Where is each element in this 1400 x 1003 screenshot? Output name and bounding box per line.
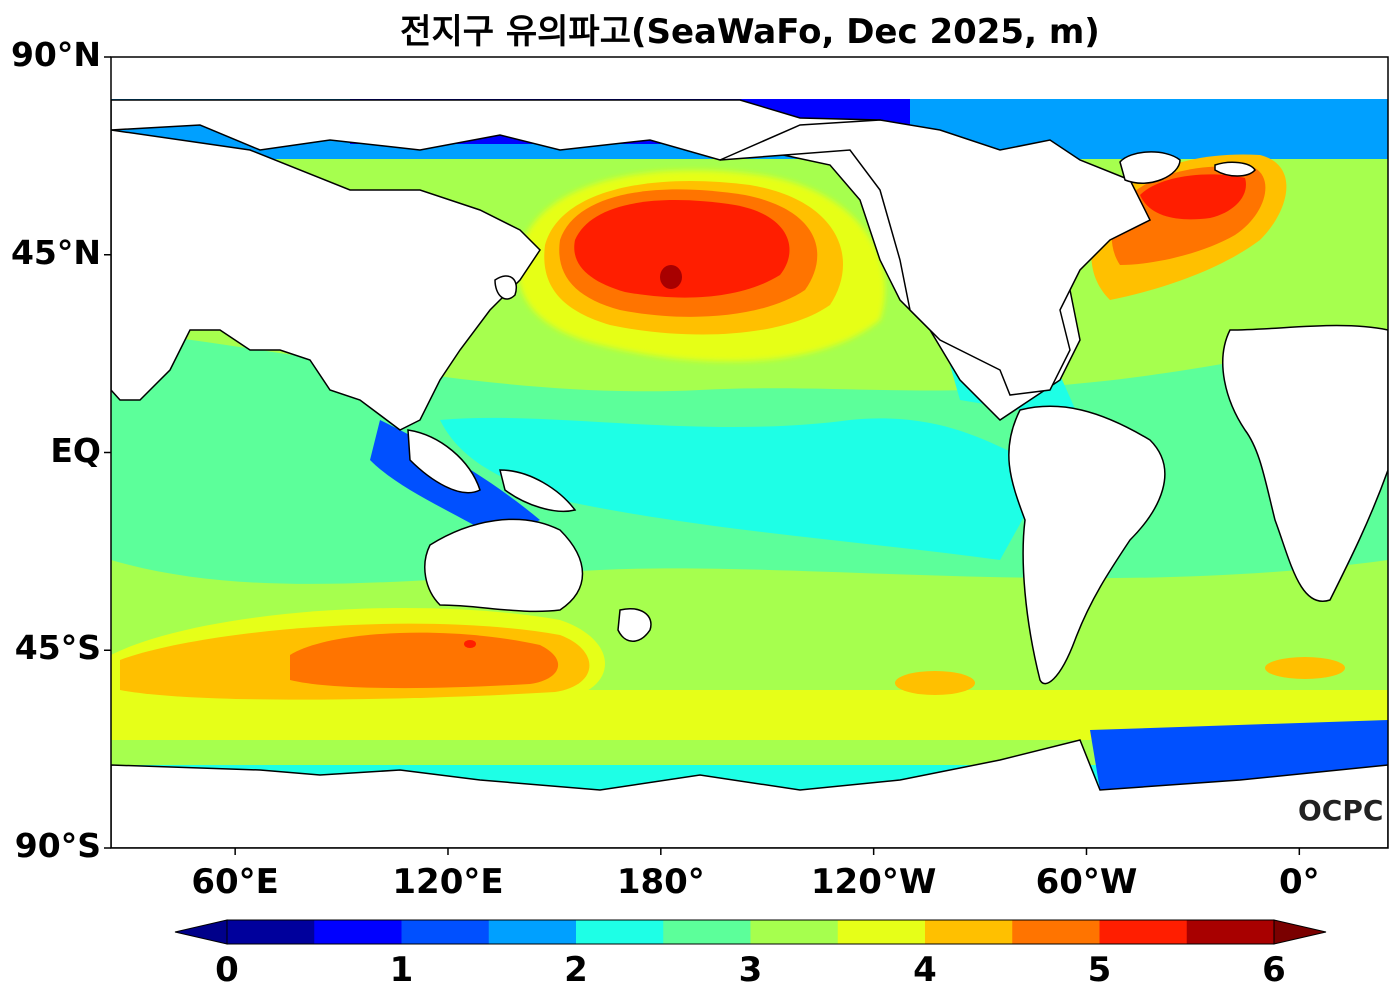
equatorial-pacific <box>440 417 1050 560</box>
npac-contour-5-5 <box>574 200 790 298</box>
colorbar-frame <box>226 919 1275 945</box>
colorbar-under-arrow <box>174 919 228 945</box>
lon-label: 180° <box>616 862 705 902</box>
north-america <box>719 119 1152 396</box>
colorbar-bin <box>837 920 926 944</box>
colorbar-tick-label: 6 <box>1262 950 1286 990</box>
lon-label: 120°W <box>810 862 937 902</box>
colorbar <box>174 919 1327 945</box>
map-title: 전지구 유의파고(SeaWaFo, Dec 2025, m) <box>400 12 1100 52</box>
new-guinea <box>499 469 577 512</box>
colorbar-tick-label: 0 <box>215 950 239 990</box>
continents <box>111 99 1388 848</box>
map-body <box>111 57 1388 848</box>
colorbar-bin <box>488 920 577 944</box>
japan <box>494 275 517 300</box>
colorbar-bin <box>314 920 402 944</box>
lat-label: 45°N <box>10 232 101 272</box>
colorbar-bin <box>750 920 839 944</box>
lon-label: 60°E <box>191 862 279 902</box>
lon-label: 120°E <box>392 862 504 902</box>
npac-max <box>660 265 682 289</box>
colorbar-over-arrow <box>1273 919 1327 945</box>
colorbar-tick-label: 3 <box>738 950 763 990</box>
natl-contour-5-5 <box>1140 174 1246 220</box>
colorbar-bin <box>1099 920 1188 944</box>
colorbar-bin <box>925 920 1013 944</box>
colorbar-bin <box>227 920 315 944</box>
lat-label: 90°N <box>10 35 101 74</box>
eurasia <box>111 129 541 431</box>
lat-ticks <box>104 56 111 849</box>
antarctica <box>111 739 1388 848</box>
lon-label: 0° <box>1278 862 1320 902</box>
ocpc-logo: OCPC <box>1298 794 1384 827</box>
colorbar-bin <box>1012 920 1100 944</box>
satl-patch <box>1265 657 1345 679</box>
lon-ticks <box>234 848 1301 855</box>
lat-label: 45°S <box>14 628 101 668</box>
colorbar-tick-label: 4 <box>913 950 937 990</box>
colorbar-bin <box>401 920 490 944</box>
indonesia <box>407 429 481 494</box>
sio-contour-5 <box>290 632 559 689</box>
south-america <box>1008 405 1166 685</box>
africa <box>1222 324 1388 603</box>
spac-patch <box>895 671 975 695</box>
iceland <box>1214 161 1256 177</box>
lat-label: EQ <box>50 430 101 470</box>
colorbar-tick-label: 2 <box>564 950 588 990</box>
lon-label: 60°W <box>1035 862 1138 902</box>
colorbar-bin <box>1186 920 1275 944</box>
colorbar-tick-label: 1 <box>389 950 414 990</box>
lat-label: 90°S <box>14 826 101 865</box>
colorbar-bin <box>576 920 664 944</box>
sio-max <box>464 640 476 648</box>
new-zealand <box>617 608 652 642</box>
colorbar-bin <box>663 920 751 944</box>
australia <box>424 518 584 613</box>
greenland-tip <box>1119 151 1181 184</box>
colorbar-tick-label: 5 <box>1087 950 1112 990</box>
